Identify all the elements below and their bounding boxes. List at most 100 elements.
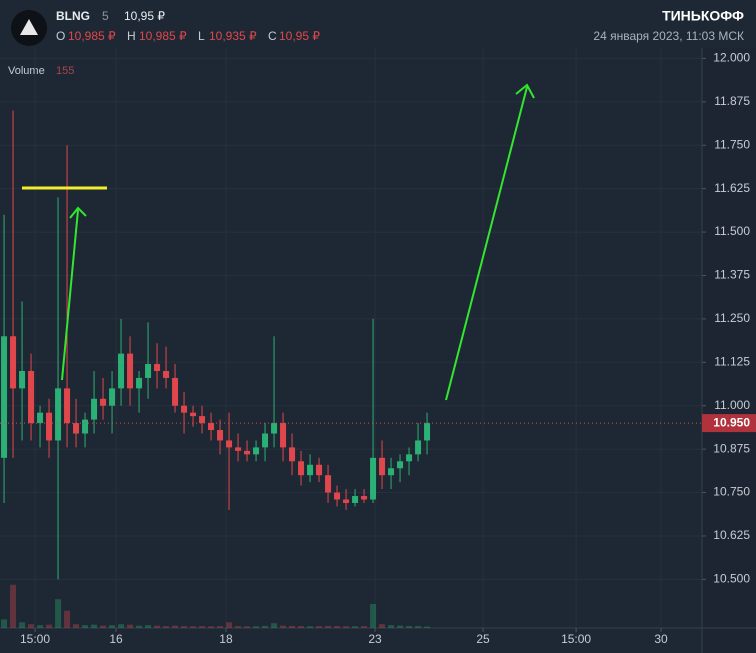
volume-bar bbox=[217, 626, 224, 628]
volume-bar bbox=[91, 624, 98, 628]
x-tick-label: 30 bbox=[654, 632, 668, 646]
volume-bar bbox=[163, 626, 170, 628]
volume-bar bbox=[1, 619, 8, 628]
candle-body bbox=[172, 377, 179, 406]
ohlc-value: 10,985 ₽ bbox=[139, 29, 187, 43]
candle-body bbox=[100, 398, 107, 406]
volume-bar bbox=[127, 624, 134, 628]
volume-bar bbox=[316, 626, 323, 628]
volume-bar bbox=[181, 626, 188, 628]
x-tick-label: 15:00 bbox=[561, 632, 591, 646]
candle-body bbox=[406, 454, 413, 462]
candle-body bbox=[388, 468, 395, 476]
candle-body bbox=[325, 475, 332, 493]
candle-body bbox=[190, 412, 197, 417]
drawn-arrowhead bbox=[69, 206, 87, 219]
y-tick-label: 11.750 bbox=[714, 137, 750, 151]
candle-body bbox=[307, 464, 314, 476]
y-tick-label: 11.250 bbox=[714, 311, 750, 325]
candle-body bbox=[28, 370, 35, 424]
volume-bar bbox=[343, 626, 350, 628]
candle-body bbox=[217, 430, 224, 441]
volume-bar bbox=[415, 626, 422, 628]
volume-label: Volume bbox=[8, 65, 45, 77]
y-tick-label: 11.375 bbox=[714, 268, 750, 282]
volume-bar bbox=[10, 584, 17, 628]
drawn-arrow bbox=[445, 86, 528, 401]
candle-body bbox=[280, 423, 287, 448]
y-tick-label: 10.750 bbox=[713, 485, 750, 499]
volume-bar bbox=[244, 626, 251, 628]
volume-bar bbox=[307, 626, 314, 628]
y-tick-label: 11.625 bbox=[714, 181, 750, 195]
volume-bar bbox=[190, 626, 197, 628]
candle-body bbox=[127, 353, 134, 389]
y-tick-label: 11.125 bbox=[714, 354, 750, 368]
x-tick-label: 25 bbox=[476, 632, 490, 646]
volume-bar bbox=[19, 622, 26, 628]
volume-bar bbox=[118, 624, 125, 628]
candle-body bbox=[82, 419, 89, 434]
annotations bbox=[22, 83, 535, 401]
volume-bar bbox=[82, 625, 89, 628]
candle-body bbox=[163, 370, 170, 378]
volume-bar bbox=[37, 625, 44, 628]
candle-body bbox=[136, 377, 143, 389]
price-axis-bg bbox=[702, 48, 756, 653]
volume-bar bbox=[379, 624, 386, 628]
candle-body bbox=[379, 457, 386, 476]
volume-bar bbox=[28, 624, 35, 628]
volume-bar bbox=[109, 625, 116, 628]
datetime: 24 января 2023, 11:03 МСК bbox=[593, 29, 744, 43]
volume-bar bbox=[289, 625, 296, 628]
x-tick-label: 16 bbox=[109, 632, 123, 646]
logo-mark bbox=[20, 19, 38, 35]
volume-bar bbox=[208, 626, 215, 628]
volume-bar bbox=[388, 625, 395, 628]
y-tick-label: 10.875 bbox=[713, 441, 750, 455]
y-tick-label: 11.500 bbox=[714, 224, 750, 238]
candle-body bbox=[361, 496, 368, 500]
volume-bar bbox=[271, 623, 278, 628]
candle-body bbox=[289, 447, 296, 462]
volume-bar bbox=[262, 625, 269, 628]
candle-body bbox=[352, 496, 359, 503]
y-tick-label: 10.625 bbox=[713, 528, 750, 542]
ohlc-key: L bbox=[198, 29, 205, 43]
ohlc-key: O bbox=[56, 29, 65, 43]
volume-bar bbox=[199, 626, 206, 628]
drawn-arrow bbox=[61, 209, 79, 381]
price: 10,95 ₽ bbox=[124, 9, 165, 23]
current-price-box bbox=[702, 414, 756, 433]
volume-bar bbox=[145, 625, 152, 628]
volume-bar bbox=[73, 624, 80, 628]
candle-body bbox=[37, 412, 44, 424]
candle-body bbox=[109, 388, 116, 406]
plot: 10.500 10.625 10.750 10.875 11.000 11.125 11.2… bbox=[0, 48, 756, 646]
x-tick-label: 18 bbox=[219, 632, 233, 646]
volume-bar bbox=[64, 610, 71, 628]
y-tick-label: 11.875 bbox=[714, 94, 750, 108]
candle-body bbox=[181, 405, 188, 413]
volume-bar bbox=[406, 625, 413, 628]
ticker: BLNG bbox=[56, 9, 90, 23]
candle-body bbox=[46, 412, 53, 441]
candle-body bbox=[1, 336, 8, 458]
volume-bar bbox=[172, 625, 179, 628]
candle-body bbox=[145, 364, 152, 378]
volume-bar bbox=[235, 626, 242, 628]
volume-bar bbox=[298, 626, 305, 628]
brand: ТИНЬКОФФ bbox=[662, 8, 744, 24]
candle-body bbox=[208, 423, 215, 431]
volume-bar bbox=[334, 626, 341, 628]
interval: 5 bbox=[102, 9, 109, 23]
volume-bar bbox=[55, 599, 62, 628]
candle-body bbox=[343, 499, 350, 503]
candle-body bbox=[424, 423, 431, 441]
candle-body bbox=[19, 370, 26, 389]
ohlc-value: 10,935 ₽ bbox=[209, 29, 257, 43]
ohlc-key: C bbox=[268, 29, 277, 43]
